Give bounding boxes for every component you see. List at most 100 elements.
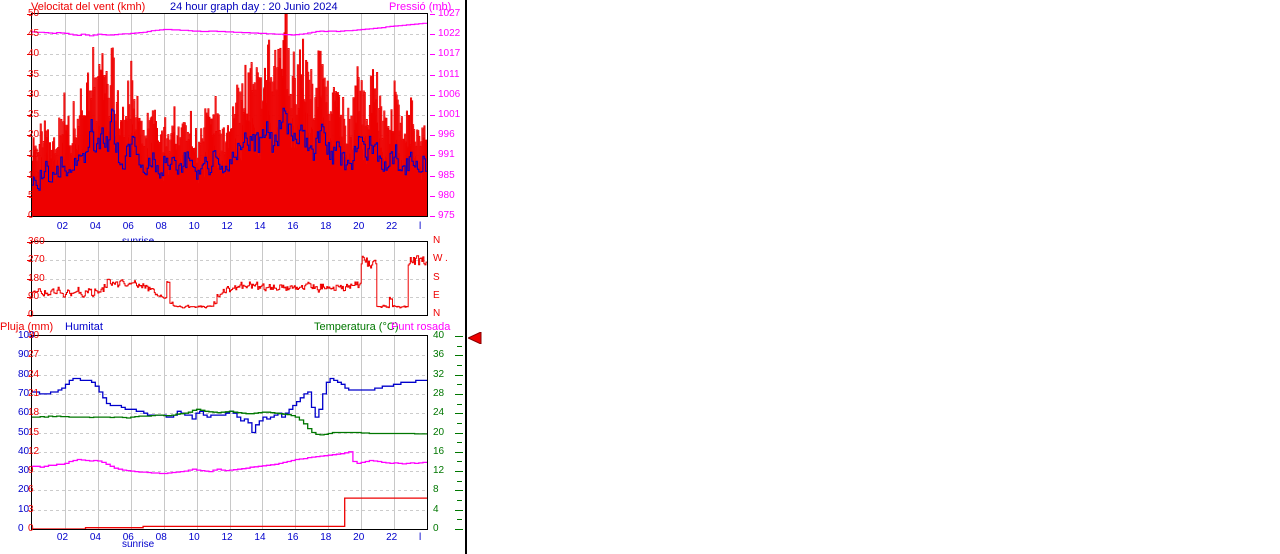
temperature-tick-12: 12 [433,465,445,477]
hour-tick-top-12: 12 [221,221,233,232]
axis-tick [430,14,435,15]
axis-tick [430,155,435,156]
axis-tick [455,452,463,453]
temperature-tick-24: 24 [433,407,445,419]
direction-dot-mark: . [445,253,448,265]
direction-cardinal-tick-W: W [433,253,443,265]
axis-tick [457,500,462,501]
hour-tick-bottom-16: 16 [287,532,299,543]
axis-tick [455,529,463,530]
axis-tick [430,54,435,55]
axis-tick [27,54,31,55]
temperature-tick-40: 40 [433,330,445,341]
temperature-tick-36: 36 [433,349,445,361]
rain-axis-title: Pluja (mm) [0,321,54,333]
axis-tick [27,260,31,261]
humidity-axis-title: Humitat [65,321,103,333]
hour-tick-bottom-12: 12 [221,532,233,543]
axis-tick [27,95,31,96]
pressure-tick-1001: 1001 [438,109,461,120]
axis-tick [455,490,463,491]
axis-tick [430,176,435,177]
hour-tick-bottom-04: 04 [89,532,101,543]
temperature-tick-8: 8 [433,484,439,496]
axis-tick [27,135,31,136]
axis-tick [27,34,31,35]
page-title: 24 hour graph day : 20 Junio 2024 [170,1,338,13]
axis-tick [27,315,31,316]
axis-tick [430,135,435,136]
hour-tick-bottom-18: 18 [320,532,332,543]
axis-tick [457,519,462,520]
hour-tick-bottom-06: 06 [122,532,134,543]
hour-tick-top-l: l [419,221,422,232]
direction-cardinal-tick-N: N [433,235,441,246]
hour-tick-top-08: 08 [155,221,167,232]
axis-tick [457,346,462,347]
direction-cardinal-tick-S: S [433,271,440,283]
hour-tick-top-16: 16 [287,221,299,232]
axis-tick [457,442,462,443]
axis-tick [455,471,463,472]
hour-tick-top-06: 06 [122,221,134,232]
sunrise-label-bottom: sunrise [122,539,155,550]
axis-tick [430,34,435,35]
pressure-tick-980: 980 [438,189,455,201]
hour-tick-bottom-02: 02 [56,532,69,543]
axis-tick [457,423,462,424]
temperature-tick-4: 4 [433,503,439,515]
axis-tick [455,336,463,337]
axis-tick [457,404,462,405]
hour-tick-top-22: 22 [386,221,398,232]
wind-speed-pressure-chart [31,13,428,217]
hour-tick-bottom-14: 14 [254,532,266,543]
axis-tick [457,461,462,462]
axis-tick [27,14,31,15]
hour-tick-bottom-10: 10 [188,532,200,543]
pressure-tick-996: 996 [438,129,455,141]
hour-tick-bottom-22: 22 [386,532,398,543]
hour-tick-top-10: 10 [188,221,200,232]
pressure-tick-991: 991 [438,149,455,161]
wind-direction-chart [31,241,428,316]
axis-tick [27,216,31,217]
temperature-axis-title: Temperatura (°C) [314,321,399,333]
axis-tick [27,297,31,298]
wind-speed-axis-title: Velocitat del vent (kmh) [31,1,146,13]
pressure-tick-975: 975 [438,210,455,221]
axis-tick [457,481,462,482]
axis-tick [430,196,435,197]
pressure-tick-1011: 1011 [438,68,460,80]
dewpoint-axis-title: Punt rosada [391,321,451,333]
temperature-tick-16: 16 [433,445,445,457]
pressure-tick-1017: 1017 [438,48,461,60]
hour-tick-top-18: 18 [320,221,332,232]
axis-tick [455,375,463,376]
axis-tick [27,196,31,197]
axis-tick [27,242,31,243]
temperature-tick-32: 32 [433,368,445,380]
axis-tick [455,413,463,414]
axis-tick [430,75,435,76]
temperature-tick-28: 28 [433,387,445,399]
axis-tick [455,433,463,434]
direction-cardinal-tick-N: N [433,308,441,319]
axis-tick [27,279,31,280]
axis-tick [27,155,31,156]
pressure-axis-title: Pressió (mb) [389,1,452,13]
hour-tick-bottom-l: l [419,532,422,543]
axis-tick [430,115,435,116]
axis-tick [455,510,463,511]
panel-right-border [465,0,467,554]
humidity-temperature-chart [31,335,428,530]
temperature-marker-icon [468,332,482,344]
pressure-tick-1022: 1022 [438,28,461,40]
axis-tick [457,365,462,366]
axis-tick [455,394,463,395]
axis-tick [430,95,435,96]
hour-tick-top-20: 20 [353,221,365,232]
axis-tick [27,75,31,76]
hour-tick-bottom-20: 20 [353,532,365,543]
axis-tick [457,384,462,385]
